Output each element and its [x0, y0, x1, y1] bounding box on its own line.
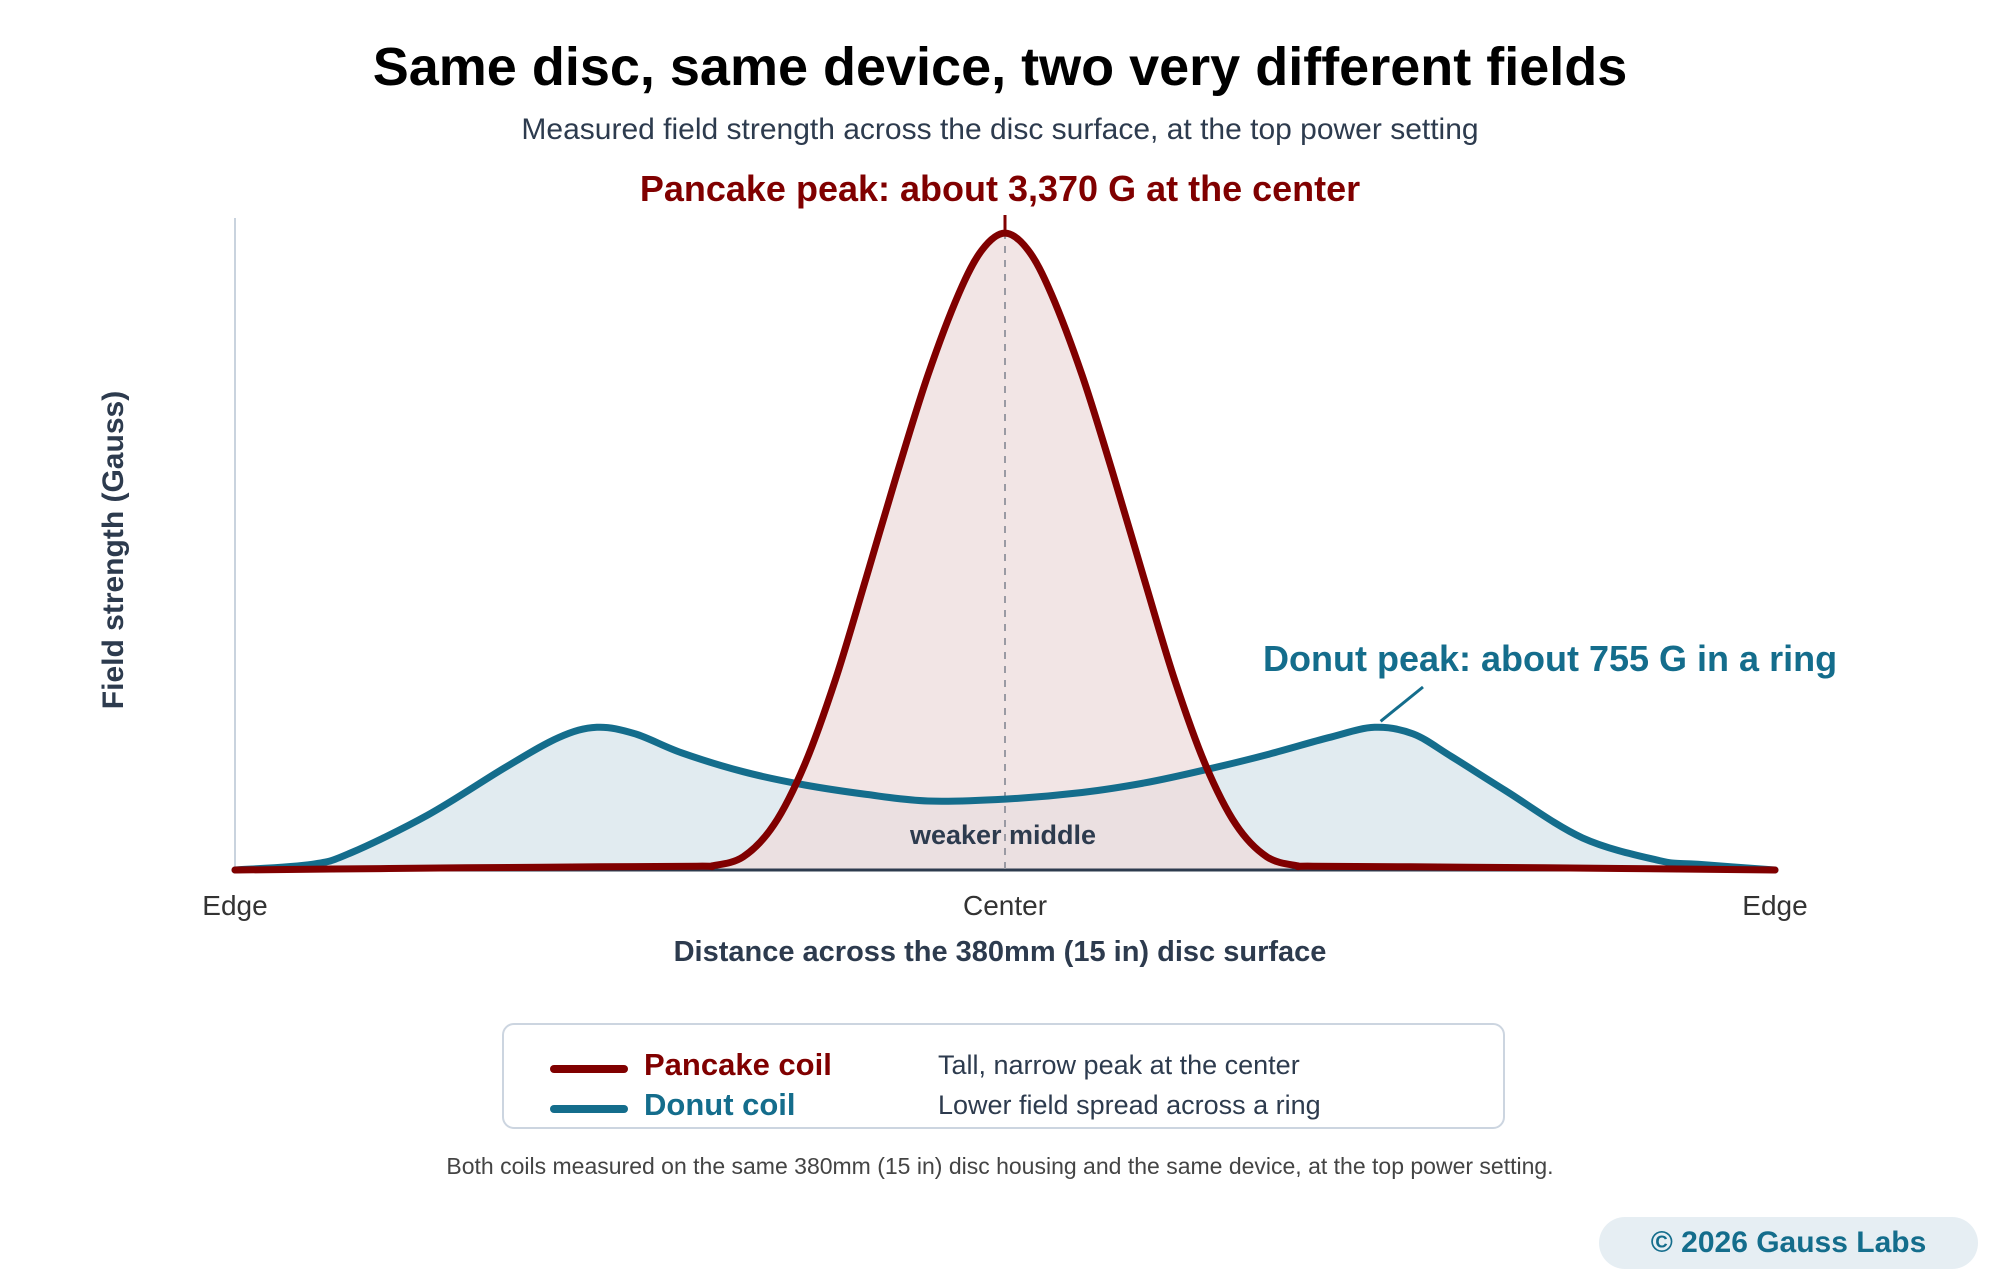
- legend-item-donut: Donut coil Lower field spread across a r…: [504, 1087, 1503, 1127]
- chart-title: Same disc, same device, two very differe…: [372, 37, 1628, 97]
- copyright-badge: © 2026 Gauss Labs: [1599, 1217, 1978, 1269]
- donut-coil-fill: [235, 727, 1775, 870]
- legend-item-pancake: Pancake coil Tall, narrow peak at the ce…: [504, 1047, 1503, 1087]
- legend-name: Pancake coil: [644, 1047, 832, 1082]
- donut-peak-annotation: Donut peak: about 755 G in a ring: [1263, 638, 1838, 679]
- series-fills: [235, 233, 1775, 871]
- x-axis-label: Distance across the 380mm (15 in) disc s…: [673, 936, 1327, 968]
- pancake-peak-annotation: Pancake peak: about 3,370 G at the cente…: [639, 168, 1361, 209]
- legend-swatch-pancake: [550, 1065, 628, 1073]
- chart-subtitle: Measured field strength across the disc …: [521, 113, 1479, 146]
- legend-description: Tall, narrow peak at the center: [938, 1050, 1300, 1080]
- x-tick-label: Edge: [202, 890, 268, 921]
- x-tick-label: Edge: [1742, 890, 1808, 921]
- legend: Pancake coil Tall, narrow peak at the ce…: [502, 1023, 1505, 1129]
- legend-description: Lower field spread across a ring: [938, 1090, 1321, 1120]
- series-lines: [231, 229, 1779, 874]
- weaker-middle-annotation: weaker middle: [909, 820, 1097, 850]
- legend-name: Donut coil: [644, 1087, 796, 1122]
- pancake-coil-fill: [235, 233, 1775, 871]
- donut-coil-line: [231, 723, 1779, 874]
- donut-peak-leader: [1379, 685, 1424, 723]
- legend-swatch-donut: [550, 1105, 628, 1113]
- footnote: Both coils measured on the same 380mm (1…: [446, 1153, 1554, 1179]
- y-axis-label: Field strength (Gauss): [97, 390, 130, 710]
- annotation-marks: [1003, 215, 1424, 723]
- x-tick-label: Center: [962, 890, 1048, 921]
- pancake-coil-line: [231, 229, 1779, 874]
